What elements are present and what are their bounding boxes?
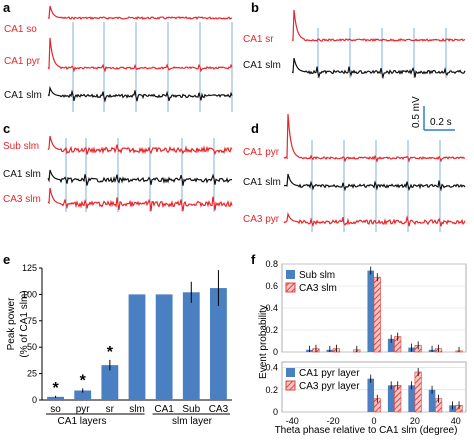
chart-f-legend-label-0-0: Sub slm <box>299 270 335 281</box>
chart-f-bar-0-1-4 <box>373 276 381 353</box>
chart-e-xtick-label-Sub: Sub <box>182 404 200 415</box>
trace-d-pyr <box>283 113 465 163</box>
chart-f-ylabel: Event probability <box>258 305 269 379</box>
chart-f-xlabel: Theta phase relative to CA1 slm (degree) <box>275 425 458 436</box>
chart-f-ytick-label-1-1: 0.2 <box>265 385 278 395</box>
chart-e-xtick-label-so: so <box>50 404 61 415</box>
trace-a-pyr <box>47 37 233 73</box>
chart-f-bar-1-0-6 <box>408 385 415 412</box>
trace-d-ca3 <box>283 211 466 227</box>
chart-f-legend-swatch-0-1 <box>285 282 296 293</box>
panel-c-label: c <box>3 121 10 136</box>
chart-e-group-ca1: CA1 layers <box>58 416 107 427</box>
chart-e-ytick-label-5: 125 <box>22 263 37 273</box>
scale-bar-time: 0.2 s <box>430 117 452 128</box>
chart-f-bar-0-0-5 <box>387 338 395 352</box>
trace-label-a-so: CA1 so <box>4 24 37 35</box>
chart-e-ytick-label-0: 0 <box>32 395 37 405</box>
chart-f-xtick-label-1: -20 <box>327 416 340 426</box>
chart-e-bar-pyr <box>74 390 92 400</box>
panel-d-label: d <box>251 121 259 136</box>
trace-label-a-slm: CA1 slm <box>4 90 42 101</box>
chart-f-legend-label-0-1: CA3 slm <box>299 283 337 294</box>
chart-f-ytick-label-0-1: 0.2 <box>265 325 278 335</box>
chart-e-xtick-label-pyr: pyr <box>76 404 91 415</box>
panel-e-chart: Peak power (% of CA1 slm) CA1 layers slm… <box>6 263 232 427</box>
trace-label-d-pyr: CA1 pyr <box>243 147 280 158</box>
chart-f-xtick-label-0: -40 <box>286 416 299 426</box>
chart-e-bar-CA1 <box>155 294 173 400</box>
ephys-traces <box>47 5 466 232</box>
chart-e-ylabel-line1: Peak power <box>6 297 17 350</box>
chart-f-ytick-label-0-4: 0.8 <box>265 259 278 269</box>
scale-bar-voltage: 0.5 mV <box>411 96 422 128</box>
chart-e-bar-sr <box>101 365 119 400</box>
chart-e-ylabel-line2: (% of CA1 slm) <box>19 290 30 357</box>
chart-f-bar-1-0-5 <box>387 385 395 412</box>
panel-a-label: a <box>3 0 11 15</box>
chart-e-xtick-label-CA1: CA1 <box>154 404 174 415</box>
chart-e-sig-pyr: * <box>80 372 87 389</box>
trace-label-b-sr: CA1 sr <box>243 34 274 45</box>
trace-label-c-ca3: CA3 slm <box>3 194 41 205</box>
chart-f-legend-swatch-1-0 <box>286 368 295 377</box>
trace-label-c-sub: Sub slm <box>3 141 39 152</box>
trace-d-slm <box>283 173 466 192</box>
trace-a-so <box>47 5 233 21</box>
chart-f-bar-1-1-6 <box>414 371 422 413</box>
chart-e-xtick-label-CA3: CA3 <box>209 404 229 415</box>
panel-e-label: e <box>3 252 10 267</box>
chart-f-ytick-label-0-0: 0 <box>273 347 278 357</box>
chart-f-legend-swatch-1-1 <box>285 380 296 391</box>
chart-e-bar-so <box>47 396 64 400</box>
trace-c-ca1 <box>47 169 233 186</box>
panel-f-label: f <box>251 252 256 267</box>
trace-b-sr <box>291 9 466 43</box>
trace-label-d-ca3: CA3 pyr <box>243 214 280 225</box>
chart-f-xtick-label-3: 20 <box>410 416 420 426</box>
chart-e-xtick-label-sr: sr <box>106 404 115 415</box>
chart-e-ytick-label-4: 100 <box>22 289 37 299</box>
chart-e-sig-so: * <box>52 380 59 397</box>
scale-bar: 0.5 mV 0.2 s <box>411 96 455 131</box>
chart-e-bar-slm <box>128 294 146 400</box>
chart-f-bar-1-0-4 <box>367 378 374 412</box>
trace-c-sub <box>47 135 233 156</box>
chart-f-bar-1-0-7 <box>428 389 436 412</box>
trace-label-c-ca1: CA1 slm <box>3 169 41 180</box>
chart-f-ytick-label-0-3: 0.6 <box>265 281 278 291</box>
chart-e-bar-CA3 <box>210 288 227 400</box>
trace-label-a-pyr: CA1 pyr <box>4 56 41 67</box>
chart-f-legend-label-1-1: CA3 pyr layer <box>299 381 360 392</box>
chart-f-ytick-label-1-2: 0.4 <box>265 363 278 373</box>
trace-a-slm <box>47 85 233 103</box>
chart-f-xtick-label-2: 0 <box>371 416 376 426</box>
chart-e-ytick-label-3: 75 <box>27 316 37 326</box>
panel-b-label: b <box>251 0 259 15</box>
panel-f-chart: Event probability Theta phase relative t… <box>258 259 467 436</box>
trace-label-d-slm: CA1 slm <box>243 177 281 188</box>
chart-e-sig-sr: * <box>107 344 114 361</box>
chart-e-group-slm: slm layer <box>172 416 213 427</box>
chart-f-ytick-label-1-0: 0 <box>273 407 278 417</box>
chart-e-ytick-label-1: 25 <box>27 369 37 379</box>
chart-f-bar-0-0-4 <box>367 270 374 352</box>
trace-b-slm <box>291 57 466 80</box>
chart-f-ytick-label-0-2: 0.4 <box>265 303 278 313</box>
trace-c-ca3 <box>47 187 233 212</box>
chart-e-xtick-label-slm: slm <box>129 404 145 415</box>
chart-f-legend-swatch-0-0 <box>286 270 295 279</box>
chart-f-legend-label-1-0: CA1 pyr layer <box>299 368 360 379</box>
chart-e-ytick-label-2: 50 <box>27 342 37 352</box>
chart-e-bar-Sub <box>182 292 200 400</box>
trace-label-b-slm: CA1 slm <box>243 60 281 71</box>
chart-f-xtick-label-4: 40 <box>451 416 461 426</box>
